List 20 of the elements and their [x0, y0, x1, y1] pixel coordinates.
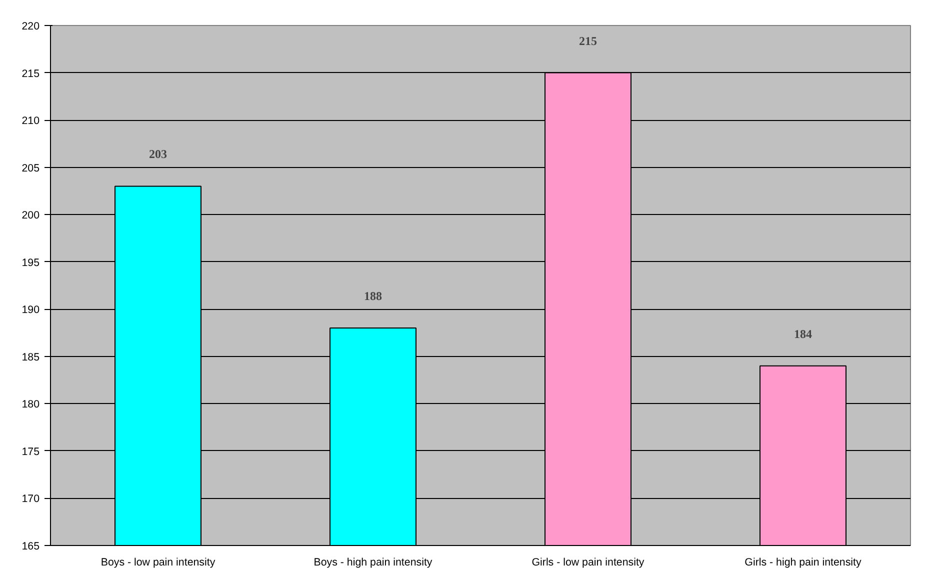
data-label: 203 [149, 147, 167, 162]
data-label: 215 [579, 34, 597, 48]
data-label: 184 [794, 326, 812, 341]
y-tick-label: 185 [22, 351, 40, 364]
x-tick-label: Boys - high pain intensity [314, 556, 433, 568]
y-tick-label: 170 [22, 493, 40, 506]
y-tick-label: 205 [22, 162, 40, 174]
x-tick-label: Girls - low pain intensity [532, 556, 645, 568]
y-tick-label: 200 [22, 210, 40, 222]
data-label: 188 [364, 289, 382, 304]
y-tick-label: 180 [22, 398, 40, 411]
x-tick-label: Boys - low pain intensity [100, 556, 216, 568]
x-tick-label: Girls - high pain intensity [744, 556, 862, 568]
y-tick-label: 220 [22, 20, 40, 32]
y-tick-label: 175 [22, 446, 40, 458]
y-tick-label: 165 [22, 540, 40, 552]
y-tick-label: 215 [22, 68, 40, 80]
y-tick-label: 195 [22, 256, 40, 269]
y-tick-label: 190 [22, 304, 40, 316]
y-tick-label: 210 [22, 115, 40, 128]
